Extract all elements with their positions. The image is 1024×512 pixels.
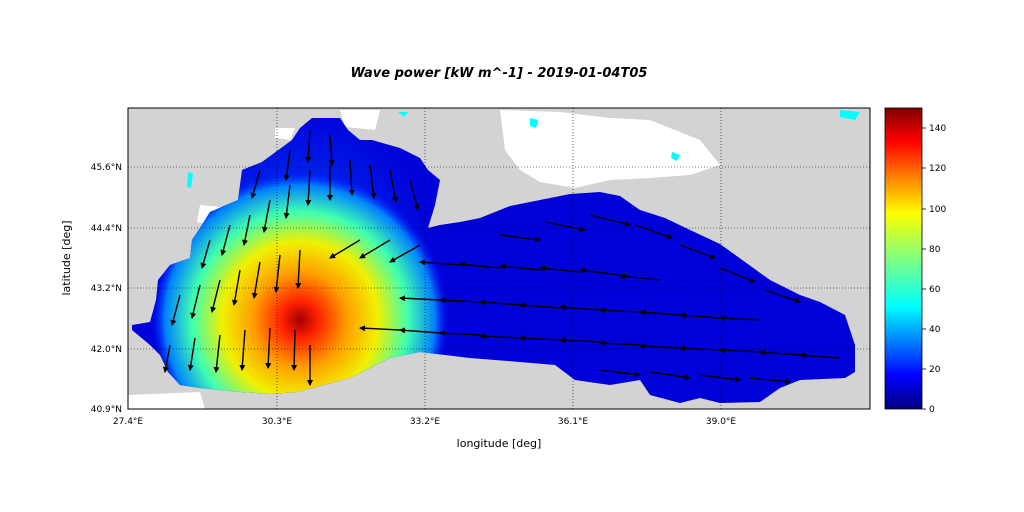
y-tick-label: 43.2°N [91,284,122,294]
colorbar-tick-label: 40 [929,325,941,335]
x-axis-label: longitude [deg] [457,437,542,450]
x-axis: 27.4°E 30.3°E 33.2°E 36.1°E 39.0°E longi… [113,417,737,450]
map-title: Wave power [kW m^-1] - 2019-01-04T05 [350,66,648,81]
y-tick-label: 40.9°N [91,405,122,415]
colorbar-tick-label: 20 [929,365,941,375]
wave-direction-arrows [162,129,841,386]
colorbar-tick-label: 120 [929,164,946,174]
colorbar-tick-label: 60 [929,285,941,295]
y-tick-label: 42.0°N [91,345,122,355]
y-tick-label: 44.4°N [91,224,122,234]
colorbar-tick-label: 80 [929,245,941,255]
y-tick-label: 45.6°N [91,163,122,173]
grid-lines [128,108,870,409]
colorbar-tick-label: 140 [929,124,946,134]
azov-sea [500,110,720,188]
x-tick-label: 36.1°E [558,417,589,427]
x-tick-label: 33.2°E [410,417,441,427]
map-frame [127,107,871,410]
colorbar-ticks [922,127,926,410]
colorbar-tick-label: 100 [929,205,946,215]
x-tick-label: 30.3°E [262,417,293,427]
y-axis: 40.9°N 42.0°N 43.2°N 44.4°N 45.6°N latit… [60,163,122,415]
x-tick-label: 27.4°E [113,417,144,427]
x-tick-label: 39.0°E [706,417,737,427]
y-axis-label: latitude [deg] [60,220,73,295]
colorbar-tick-label: 0 [929,405,935,415]
colorbar [884,107,923,410]
